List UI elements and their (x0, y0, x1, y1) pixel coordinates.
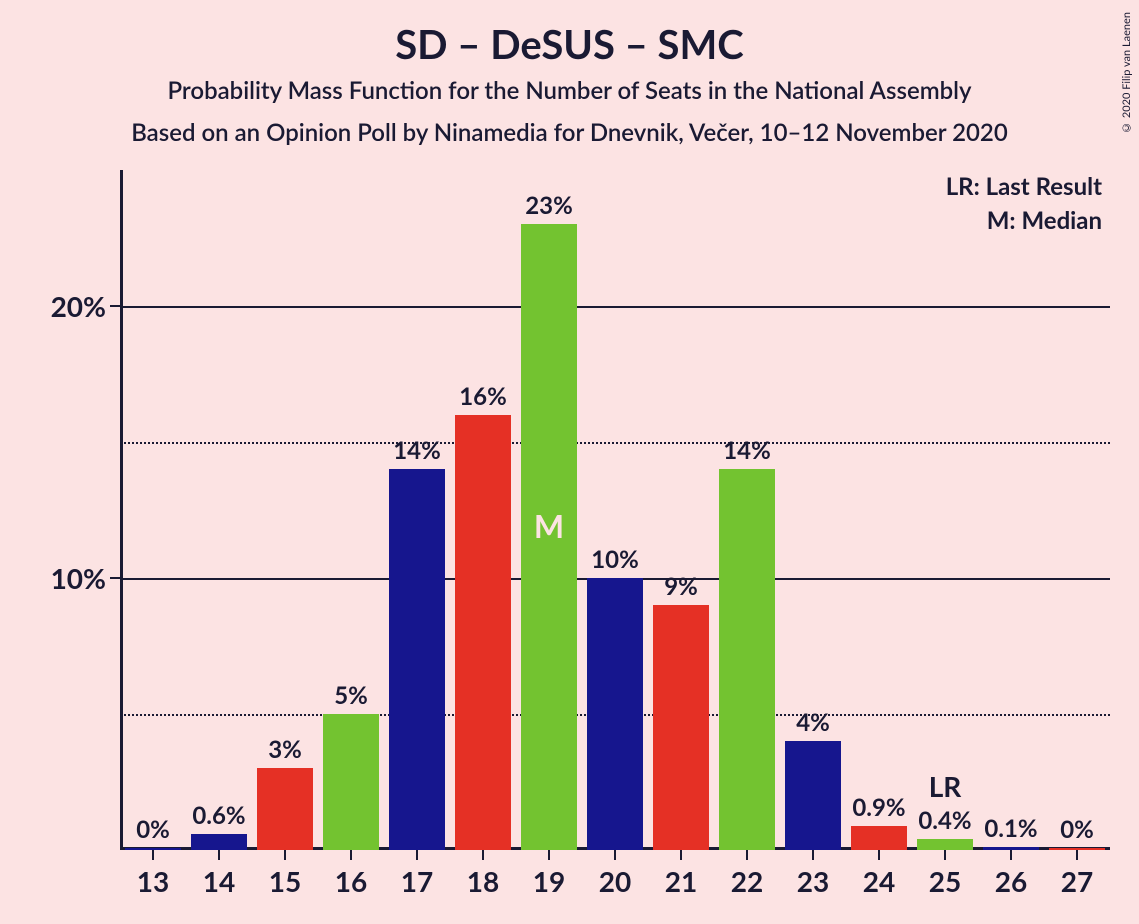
median-marker: M (534, 506, 564, 545)
x-tick-label: 22 (731, 864, 763, 898)
legend-last-result: LR: Last Result (946, 172, 1102, 201)
gridline (120, 306, 1110, 308)
bar-value-label: 14% (723, 436, 771, 465)
x-tick-label: 13 (137, 864, 169, 898)
bar-value-label: 3% (268, 735, 302, 764)
bar-value-label: 0.4% (918, 806, 971, 835)
x-tick-label: 25 (929, 864, 961, 898)
bar-value-label: 14% (393, 436, 441, 465)
chart-subtitle-1: Probability Mass Function for the Number… (0, 76, 1139, 105)
chart-plot-area: LR: Last Result M: Median 10%20%0%130.6%… (120, 170, 1110, 850)
chart-subtitle-2: Based on an Opinion Poll by Ninamedia fo… (0, 118, 1139, 147)
bar (917, 839, 974, 850)
bar-value-label: 4% (796, 708, 830, 737)
bar-value-label: 0% (136, 815, 170, 844)
bar (719, 469, 776, 850)
y-axis (120, 170, 123, 850)
bar (323, 714, 380, 850)
x-tick-label: 18 (467, 864, 499, 898)
bar-value-label: 5% (334, 681, 368, 710)
gridline-minor (120, 442, 1110, 444)
bar (653, 605, 710, 850)
x-tick-label: 14 (203, 864, 235, 898)
y-tick-label: 20% (51, 289, 106, 323)
bar-value-label: 0% (1060, 815, 1094, 844)
x-tick-label: 23 (797, 864, 829, 898)
x-tick-label: 20 (599, 864, 631, 898)
bar (851, 826, 908, 850)
bar (257, 768, 314, 850)
x-tick-label: 21 (665, 864, 697, 898)
bar (455, 415, 512, 850)
last-result-marker: LR (929, 769, 962, 803)
bar-value-label: 9% (664, 572, 698, 601)
bar (389, 469, 446, 850)
bar-value-label: 0.9% (852, 793, 905, 822)
y-tick-label: 10% (51, 561, 106, 595)
x-tick-label: 26 (995, 864, 1027, 898)
bar-value-label: 0.6% (192, 801, 245, 830)
legend-median: M: Median (987, 206, 1102, 235)
copyright-text: © 2020 Filip van Laenen (1120, 12, 1133, 134)
x-tick-label: 19 (533, 864, 565, 898)
bar-value-label: 16% (459, 382, 507, 411)
bar (785, 741, 842, 850)
chart-title: SD – DeSUS – SMC (0, 20, 1139, 68)
bar-value-label: 0.1% (984, 814, 1037, 843)
bar (191, 834, 248, 850)
x-tick-label: 15 (269, 864, 301, 898)
x-tick-label: 16 (335, 864, 367, 898)
bar-value-label: 23% (525, 191, 573, 220)
bar (587, 578, 644, 850)
x-tick-label: 27 (1061, 864, 1093, 898)
bar-value-label: 10% (591, 545, 639, 574)
x-tick-label: 17 (401, 864, 433, 898)
x-tick-label: 24 (863, 864, 895, 898)
